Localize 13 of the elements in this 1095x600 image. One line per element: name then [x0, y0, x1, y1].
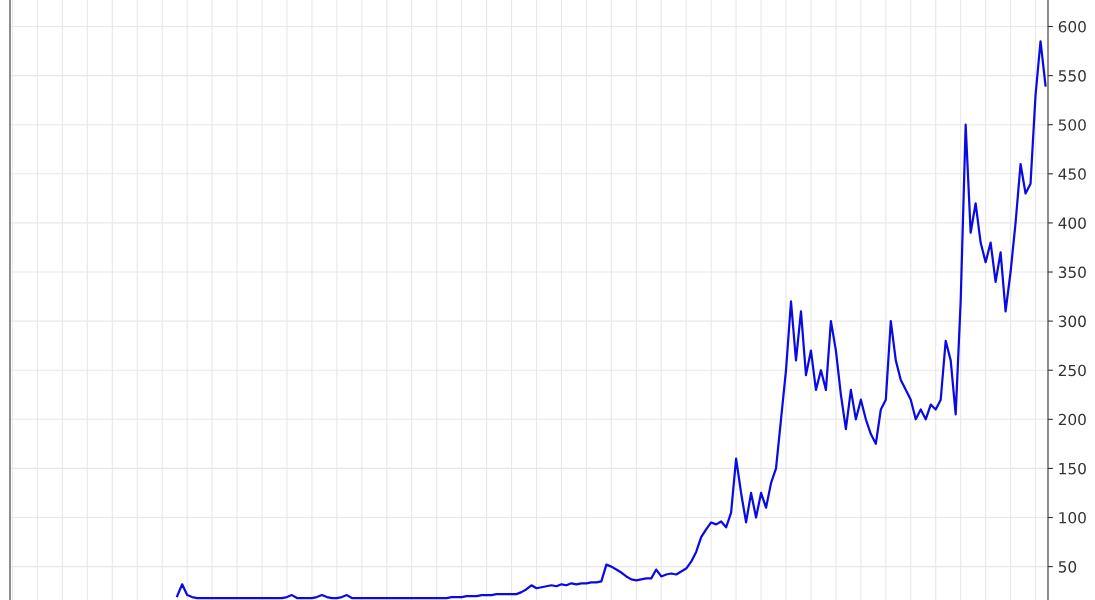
y-tick-label: 300 — [1058, 315, 1086, 328]
y-tick-label: 50 — [1058, 561, 1077, 573]
y-tick-label: 500 — [1058, 119, 1086, 131]
y-tick-label: 100 — [1059, 511, 1086, 524]
y-tick-label: 450 — [1058, 168, 1086, 180]
y-tick-label: 400 — [1058, 217, 1086, 229]
y-tick-label: 150 — [1059, 462, 1086, 475]
line-series — [176, 40, 1047, 600]
y-tick-label: 550 — [1058, 70, 1086, 82]
y-tick-label: 600 — [1058, 20, 1086, 33]
y-tick-label: 250 — [1058, 364, 1086, 377]
y-tick-label: 200 — [1058, 413, 1086, 426]
y-tick-label: 350 — [1058, 266, 1086, 279]
